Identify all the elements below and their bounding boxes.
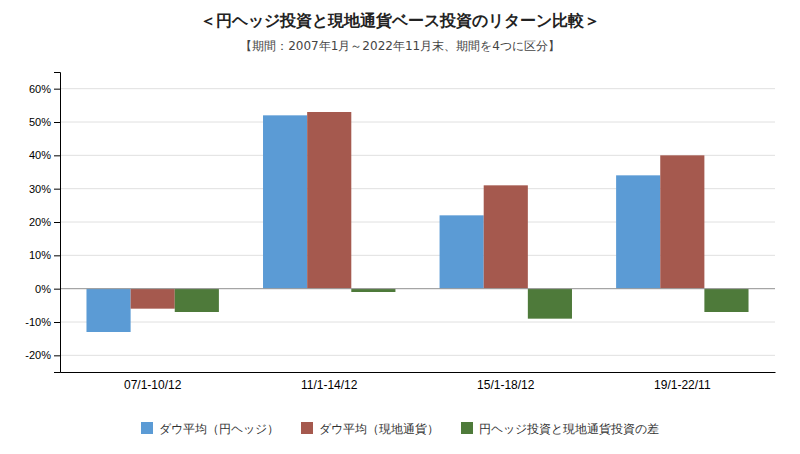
x-tick: 19/1-22/11 (654, 378, 711, 392)
bar (440, 215, 484, 288)
bar (616, 175, 660, 288)
bar (528, 289, 572, 319)
y-tick-label: -10% (25, 316, 51, 328)
bars (86, 112, 748, 332)
x-tick: 11/1-14/12 (301, 378, 358, 392)
y-tick-label: -20% (25, 349, 51, 361)
y-tick-label: 10% (29, 249, 51, 261)
x-tick: 15/1-18/12 (477, 378, 535, 392)
x-tick-label: 11/1-14/12 (301, 378, 358, 392)
y-tick: 10% (29, 249, 60, 261)
y-tick-label: 30% (29, 183, 51, 195)
y-axis: -20% -10% 0% 10% 20% 30% 40% 50% 60% (25, 73, 60, 373)
x-tick: 07/1-10/12 (124, 378, 182, 392)
grid-line (60, 322, 775, 323)
legend-label: ダウ平均（現地通貨） (319, 422, 439, 436)
series (175, 289, 749, 319)
y-tick: 0% (35, 283, 60, 295)
y-tick: 60% (29, 83, 60, 95)
x-axis-line (61, 372, 776, 373)
bar (704, 289, 748, 312)
bar (660, 155, 704, 288)
y-tick: 30% (29, 183, 60, 195)
x-tick-label: 19/1-22/11 (654, 378, 711, 392)
bar (86, 289, 130, 332)
grid-line (60, 122, 775, 123)
series (86, 115, 660, 332)
y-tick: 20% (29, 216, 60, 228)
title: ＜円ヘッジ投資と現地通貨ベース投資のリターン比較＞ (200, 11, 600, 30)
legend-swatch (141, 422, 153, 434)
y-tick: 40% (29, 149, 60, 161)
legend-label: 円ヘッジ投資と現地通貨投資の差 (479, 422, 659, 436)
y-tick-mark (54, 189, 60, 190)
x-axis: 07/1-10/12 11/1-14/12 15/1-18/12 19/1-22/11 (61, 373, 776, 392)
x-tick-label: 15/1-18/12 (477, 378, 535, 392)
y-tick: -10% (25, 316, 60, 328)
grid-line (60, 88, 775, 89)
bar (263, 115, 307, 288)
bar (351, 289, 395, 292)
bar (484, 185, 528, 288)
legend: ダウ平均（円ヘッジ） ダウ平均（現地通貨） 円ヘッジ投資と現地通貨投資の差 (141, 422, 659, 436)
y-tick-mark (54, 155, 60, 156)
y-tick-label: 50% (29, 116, 51, 128)
bar (175, 289, 219, 312)
legend-item: ダウ平均（現地通貨） (301, 422, 439, 436)
y-tick: 50% (29, 116, 60, 128)
y-tick-label: 60% (29, 83, 51, 95)
y-tick-mark (54, 255, 60, 256)
y-tick-label: 0% (35, 283, 51, 295)
legend-swatch (301, 422, 313, 434)
grid-line (60, 355, 775, 356)
chart: ＜円ヘッジ投資と現地通貨ベース投資のリターン比較＞ 【期間：2007年1月～202… (0, 0, 800, 454)
x-tick-label: 07/1-10/12 (124, 378, 182, 392)
zero-line (60, 288, 775, 289)
y-tick-mark (54, 222, 60, 223)
plot-area: -20% -10% 0% 10% 20% 30% 40% 50% 60% 07/1-10/12 11… (25, 73, 775, 392)
y-tick: -20% (25, 349, 60, 361)
bar (131, 289, 175, 309)
grid-line (60, 288, 775, 289)
legend-item: 円ヘッジ投資と現地通貨投資の差 (461, 422, 659, 436)
subtitle: 【期間：2007年1月～2022年11月末、期間を4つに区分】 (240, 39, 560, 53)
legend-item: ダウ平均（円ヘッジ） (141, 422, 279, 436)
legend-label: ダウ平均（円ヘッジ） (159, 422, 279, 436)
y-tick-mark (54, 89, 60, 90)
y-axis-line (54, 73, 61, 373)
y-tick-label: 20% (29, 216, 51, 228)
series (131, 112, 705, 309)
y-tick-mark (54, 355, 60, 356)
y-tick-mark (54, 289, 60, 290)
y-tick-label: 40% (29, 149, 51, 161)
y-tick-mark (54, 322, 60, 323)
legend-swatch (461, 422, 473, 434)
grid (60, 89, 775, 356)
bar (307, 112, 351, 289)
y-tick-mark (54, 122, 60, 123)
